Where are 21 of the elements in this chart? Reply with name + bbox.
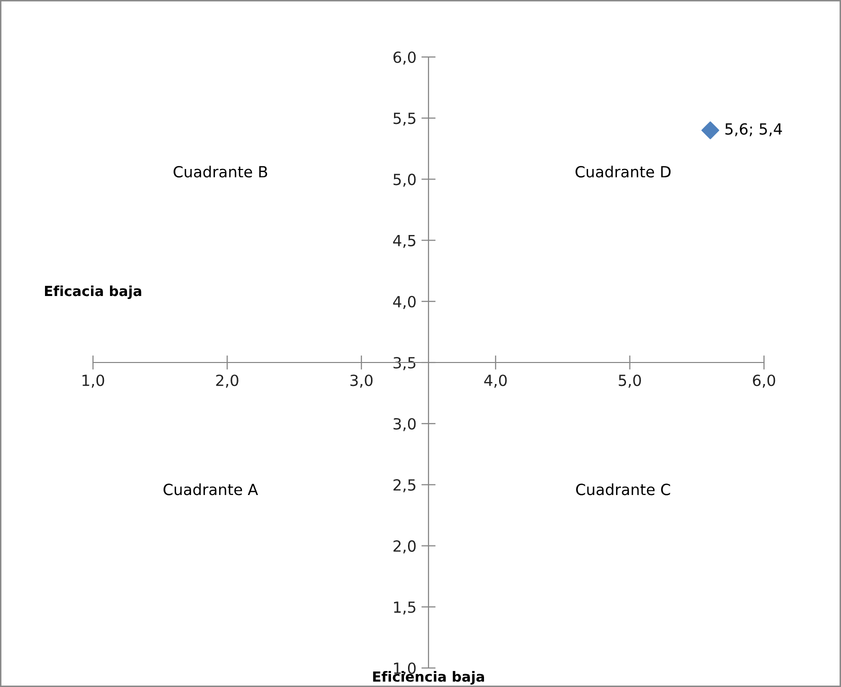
y-tick-label: 5,0 [394,174,416,187]
x-tick-label: 1,0 [82,374,104,388]
x-tick-label: 3,0 [350,374,373,388]
x-tick-label: 5,0 [618,374,641,388]
y-tick-label: 1,5 [394,602,416,614]
y-tick-label: 2,5 [394,479,416,492]
x-tick-label: 6,0 [752,374,776,388]
annotation: Cuadrante A [164,483,258,496]
annotation: Cuadrante B [174,166,268,178]
y-tick-label: 5,5 [394,112,416,126]
y-axis-title: Eficacia baja [45,285,142,300]
data-label: 5,6; 5,4 [725,123,782,136]
y-tick-label: 4,0 [393,296,416,309]
x-tick-label: 2,0 [216,374,238,388]
y-tick-label: 2,0 [394,540,416,554]
y-tick-label: 4,5 [393,234,416,248]
y-tick-label: 6,0 [393,51,416,65]
annotation: Cuadrante D [576,166,671,178]
y-tick-label: 3,0 [394,418,416,432]
x-tick-label: 4,0 [484,374,507,388]
annotation: Cuadrante C [576,483,670,496]
